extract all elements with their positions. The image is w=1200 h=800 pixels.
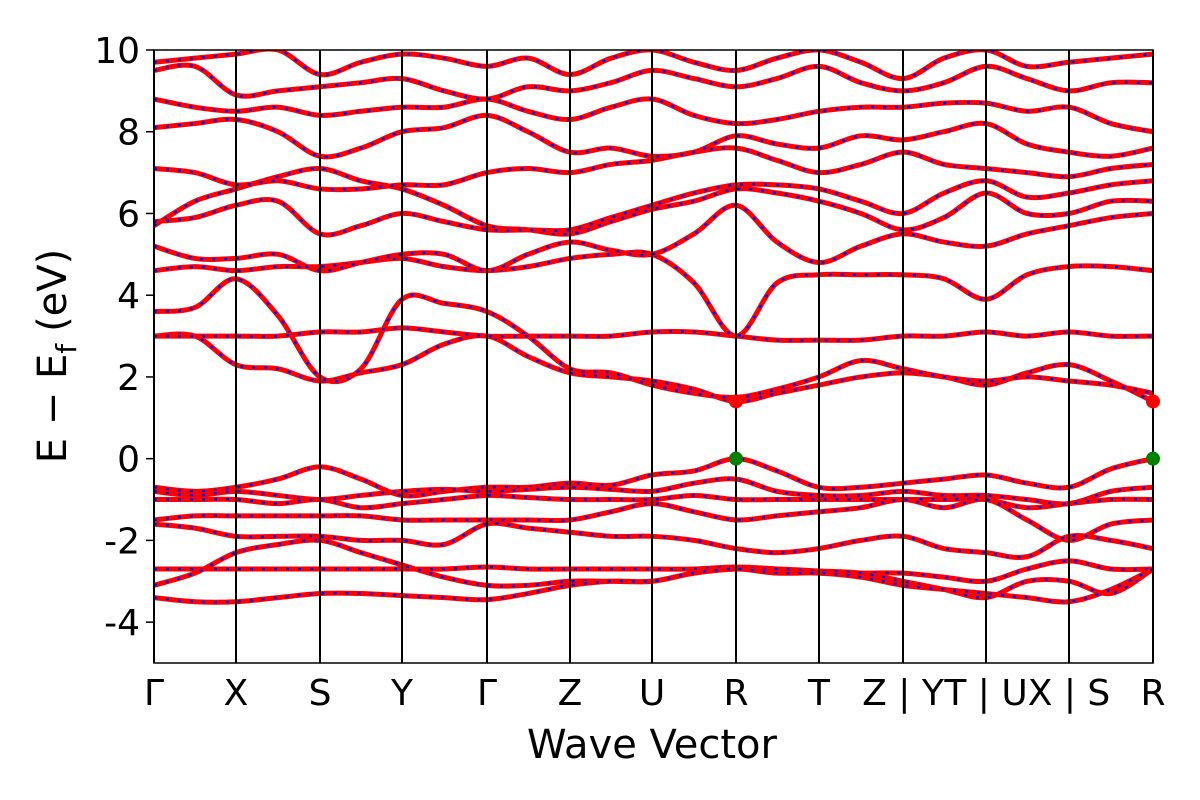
x-tick-label: R <box>723 673 748 714</box>
y-label-main: E − E <box>30 354 76 464</box>
y-tick-label: 10 <box>94 31 140 72</box>
x-tick-label: S <box>309 673 332 714</box>
x-axis-label: Wave Vector <box>527 722 778 768</box>
band-edge-point <box>729 394 743 409</box>
x-tick-label: X <box>224 673 249 714</box>
x-tick-label: Z <box>558 673 583 714</box>
y-label-sub: f <box>50 343 83 354</box>
plot-area <box>154 50 1153 605</box>
x-tick-label: R <box>1140 673 1165 714</box>
y-axis-label: E − Ef (eV) <box>30 249 83 464</box>
band-edge-point <box>1146 394 1160 409</box>
band-line <box>154 112 1153 160</box>
band-dash <box>154 97 1153 133</box>
x-tick-label: T <box>807 673 831 714</box>
y-label-unit: (eV) <box>30 249 76 332</box>
band-dash <box>154 332 1153 403</box>
band-dash <box>154 204 1153 273</box>
y-tick-label: 8 <box>117 113 140 154</box>
x-tick-label: X | S <box>1028 673 1111 714</box>
band-line <box>154 331 1153 404</box>
band-edge-point <box>729 451 743 466</box>
x-tick-label: Y <box>390 673 414 714</box>
band-edge-point <box>1146 451 1160 466</box>
band-line <box>154 50 1153 82</box>
band-line <box>154 558 1153 585</box>
x-tick-label: Γ <box>477 673 497 714</box>
x-tick-label: Z | Y <box>862 673 945 714</box>
y-tick-label: 4 <box>117 276 140 317</box>
y-tick-label: 2 <box>117 358 140 399</box>
y-tick-label: -4 <box>104 603 140 644</box>
x-tick-label: U <box>639 673 665 714</box>
x-tick-label: T | U <box>943 673 1027 714</box>
x-tick-label: Γ <box>144 673 164 714</box>
band-line <box>154 202 1153 274</box>
band-line <box>154 96 1153 135</box>
y-tick-label: 6 <box>117 194 140 235</box>
y-tick-label: -2 <box>104 521 140 562</box>
band-line <box>154 325 1153 343</box>
y-tick-label: 0 <box>117 440 140 481</box>
band-line <box>154 566 1153 605</box>
